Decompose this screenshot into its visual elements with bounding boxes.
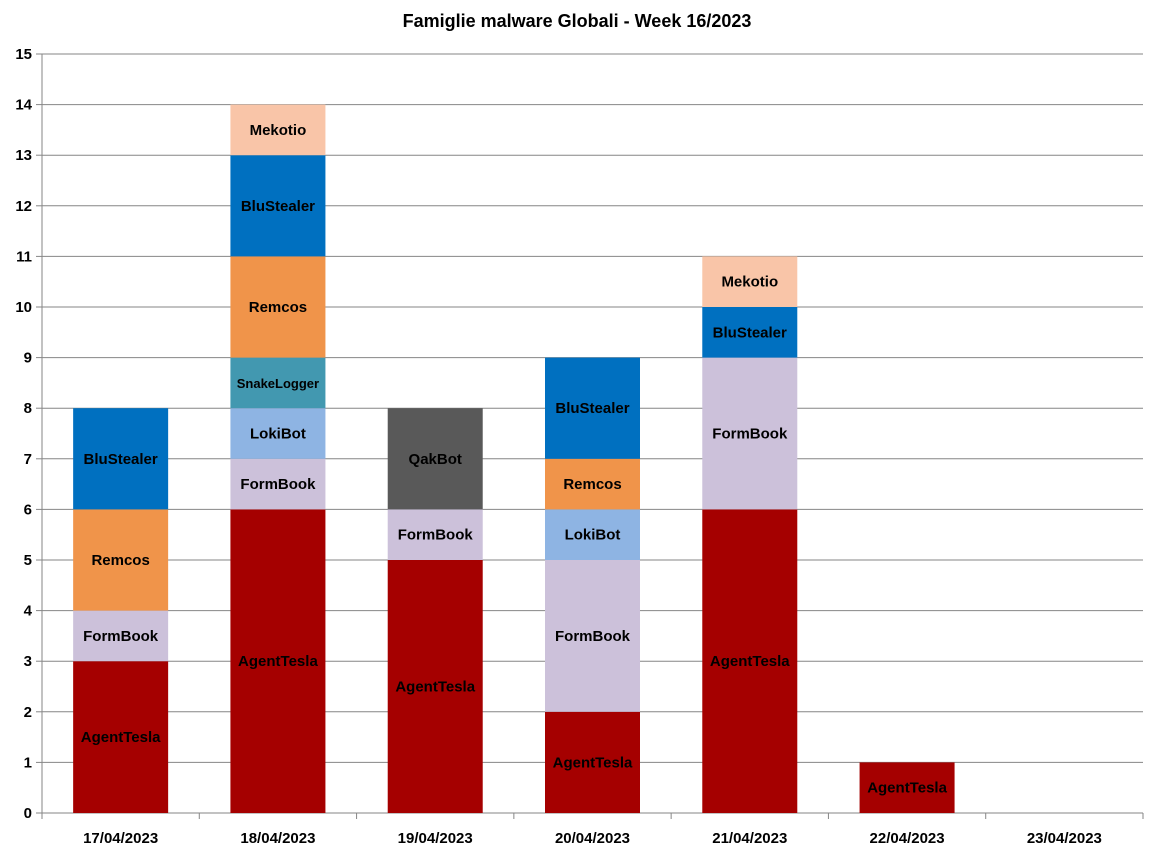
segment-label-remcos: Remcos [249,299,307,316]
bar-segment-agenttesla [73,661,169,813]
x-tick-labels: 17/04/2023 18/04/2023 19/04/2023 20/04/2023… [83,830,1102,847]
segment-label-blustealer: BluStealer [555,400,629,417]
segment-label-blustealer: BluStealer [241,198,315,215]
y-tick-label: 13 [15,147,32,164]
bar-segment-blustealer [230,155,326,257]
y-tick-label: 1 [24,754,32,771]
y-tick-label: 0 [24,805,32,822]
y-tick-label: 3 [24,653,32,670]
bar-segment-qakbot [387,408,483,510]
y-tick-label: 2 [24,704,32,721]
bar-segment-remcos [545,458,640,510]
y-tick-label: 11 [16,248,32,265]
segment-label-blustealer: BluStealer [713,324,787,341]
y-tick-label: 15 [15,46,32,63]
segment-label-agenttesla: AgentTesla [81,729,161,746]
x-tick-label: 21/04/2023 [712,830,787,847]
bar-segment-formbook [702,357,798,510]
y-tick-label: 6 [24,501,32,518]
segment-label-agenttesla: AgentTesla [710,653,790,670]
bar-segment-mekotio [230,104,326,156]
segment-label-remcos: Remcos [563,476,621,493]
bar-segment-agenttesla [702,509,798,813]
segment-label-mekotio: Mekotio [250,122,307,139]
segment-label-formbook: FormBook [712,426,788,443]
y-tick-label: 9 [24,350,32,367]
segment-label-agenttesla: AgentTesla [553,754,633,771]
y-tick-label: 7 [24,451,32,468]
segment-label-formbook: FormBook [240,476,316,493]
y-tick-label: 12 [15,198,32,215]
segment-label-remcos: Remcos [91,552,149,569]
bar-segment-agenttesla [859,762,955,813]
x-tick-label: 17/04/2023 [83,830,158,847]
bar-segment-blustealer [73,408,169,510]
segment-label-lokibot: LokiBot [250,426,306,443]
segment-label-agenttesla: AgentTesla [867,780,947,797]
x-tick-label: 19/04/2023 [398,830,473,847]
bar-segment-mekotio [702,256,798,307]
x-tick-label: 20/04/2023 [555,830,630,847]
x-tick-label: 23/04/2023 [1027,830,1102,847]
segment-label-mekotio: Mekotio [721,274,778,291]
segment-label-qakbot: QakBot [409,451,462,468]
bar-segment-formbook [387,509,483,560]
segment-label-formbook: FormBook [555,628,631,645]
bar-segment-agenttesla [387,560,483,813]
bar-segment-lokibot [545,509,640,560]
bar-segment-formbook [73,610,169,662]
bar-segment-agenttesla [545,711,640,813]
bar-segment-blustealer [545,357,640,459]
y-tick-label: 5 [24,552,32,569]
segment-label-formbook: FormBook [398,527,474,544]
segment-label-blustealer: BluStealer [84,451,158,468]
bars: AgentTesla FormBook Remcos BluStealer AgentT… [73,104,955,813]
bar-segment-formbook [230,458,326,510]
bar-segment-remcos [73,509,169,611]
segment-label-snakelogger: SnakeLogger [237,376,319,391]
x-tick-label: 18/04/2023 [240,830,315,847]
y-tick-label: 8 [24,400,32,417]
y-tick-label: 4 [24,603,33,620]
segment-label-lokibot: LokiBot [565,527,621,544]
bar-segment-lokibot [230,408,326,459]
x-tick-label: 22/04/2023 [870,830,945,847]
chart-title: Famiglie malware Globali - Week 16/2023 [403,11,752,31]
segment-label-agenttesla: AgentTesla [395,679,475,696]
bar-segment-blustealer [702,307,798,358]
bar-segment-snakelogger [230,357,326,409]
bar-segment-agenttesla [230,509,326,813]
y-tick-label: 14 [15,97,32,114]
bar-segment-remcos [230,256,326,358]
y-tick-label: 10 [15,299,32,316]
segment-label-formbook: FormBook [83,628,159,645]
bar-segment-formbook [545,560,640,712]
segment-label-agenttesla: AgentTesla [238,653,318,670]
